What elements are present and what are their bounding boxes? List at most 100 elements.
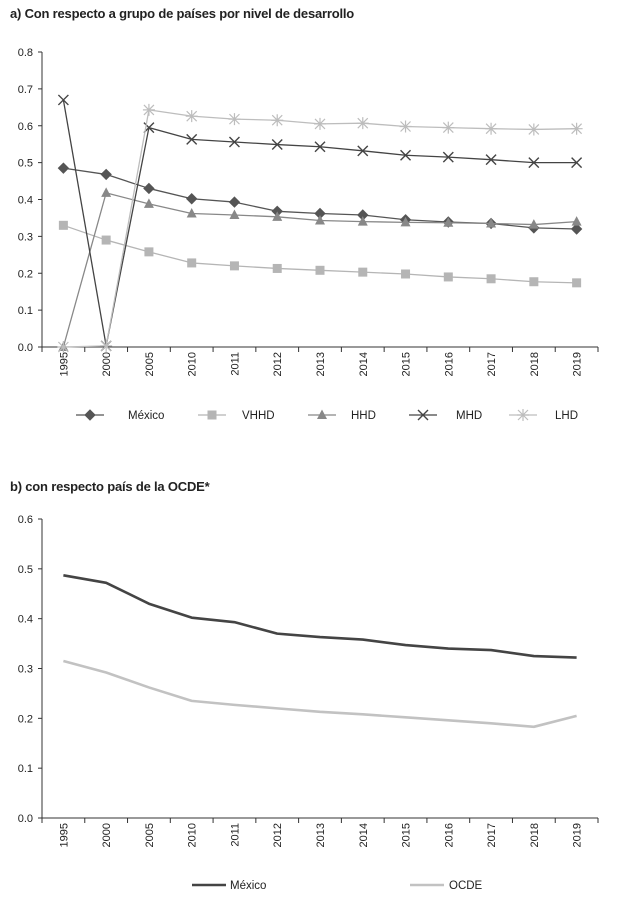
x-tick-label: 2017 xyxy=(486,352,498,376)
data-point xyxy=(399,120,412,133)
data-point xyxy=(527,123,540,136)
chart-a-title: a) Con respecto a grupo de países por ni… xyxy=(10,6,355,21)
x-tick-label: 2013 xyxy=(315,823,327,847)
legend-label: MHD xyxy=(456,410,482,422)
x-tick-label: 2017 xyxy=(486,823,498,847)
data-point xyxy=(528,157,540,169)
x-tick-label: 2016 xyxy=(443,352,455,376)
series-méxico xyxy=(63,574,577,659)
y-tick-label: 0.8 xyxy=(18,47,33,59)
x-tick-label: 2012 xyxy=(272,823,284,847)
series-ocde xyxy=(63,659,577,729)
data-point xyxy=(100,168,112,181)
y-tick-label: 0.4 xyxy=(18,195,33,207)
x-tick-label: 1995 xyxy=(58,352,70,376)
data-point xyxy=(442,151,454,163)
series-vhhd xyxy=(58,220,582,288)
data-point xyxy=(315,265,325,275)
legend-marker xyxy=(317,409,327,419)
x-tick-label: 2014 xyxy=(358,352,370,376)
data-point xyxy=(486,217,497,228)
data-point xyxy=(185,193,198,205)
series-lhd xyxy=(57,103,583,353)
data-point xyxy=(100,339,113,352)
legend-label: LHD xyxy=(555,410,578,422)
x-tick-label: 2011 xyxy=(229,823,241,847)
data-point xyxy=(443,272,453,282)
data-point xyxy=(528,219,539,229)
data-point xyxy=(101,235,111,245)
data-point xyxy=(272,211,283,221)
data-point xyxy=(144,247,154,257)
data-point xyxy=(101,187,112,197)
chart-b-title: b) con respecto país de la OCDE* xyxy=(10,479,210,494)
legend-label: México xyxy=(128,410,164,422)
y-tick-label: 0.2 xyxy=(18,713,33,725)
legend: México OCDE xyxy=(192,880,483,892)
x-tick-label: 2014 xyxy=(358,823,370,847)
data-point xyxy=(400,149,412,161)
data-point xyxy=(485,154,497,166)
y-tick-label: 0.1 xyxy=(18,763,33,775)
data-point xyxy=(572,278,582,288)
data-point xyxy=(570,122,583,135)
data-point xyxy=(271,139,283,151)
data-point xyxy=(228,136,240,148)
series-line-lhd xyxy=(63,109,577,348)
data-point xyxy=(186,208,197,218)
series-line-ocde xyxy=(63,659,577,729)
y-tick-label: 0.3 xyxy=(18,664,33,676)
x-tick-label: 2019 xyxy=(572,823,584,847)
data-point xyxy=(185,110,198,123)
x-tick-label: 2013 xyxy=(315,352,327,376)
x-tick-label: 2015 xyxy=(401,352,413,376)
x-tick-label: 2018 xyxy=(529,352,541,376)
legend-label: VHHD xyxy=(242,410,275,422)
chart-a: 0.0 0.1 0.2 0.3 0.4 0.5 0.6 0.7 0.8 1995 2000 2005 2… xyxy=(18,47,599,422)
legend: México VHHD HHD MHD LHD xyxy=(76,409,578,422)
y-tick-label: 0.3 xyxy=(18,231,33,243)
x-tick-label: 2011 xyxy=(229,352,241,376)
y-tick-label: 0.6 xyxy=(18,121,33,133)
data-point xyxy=(356,117,369,130)
data-point xyxy=(186,133,198,145)
data-point xyxy=(570,223,583,235)
x-tick-label: 2015 xyxy=(401,823,413,847)
data-point xyxy=(57,341,70,353)
data-point xyxy=(57,162,70,174)
x-tick-label: 2000 xyxy=(101,352,113,376)
legend-marker xyxy=(517,409,529,421)
x-tick-label: 2019 xyxy=(572,352,584,376)
data-point xyxy=(271,114,284,127)
legend-label: México xyxy=(230,880,266,892)
data-point xyxy=(571,157,583,169)
data-point xyxy=(443,217,454,227)
x-tick-label: 2018 xyxy=(529,823,541,847)
data-point xyxy=(357,216,368,226)
y-tick-label: 0.0 xyxy=(18,813,33,825)
data-point xyxy=(187,258,197,268)
y-tick-label: 0.6 xyxy=(18,514,33,526)
y-tick-label: 0.5 xyxy=(18,158,33,170)
y-tick-label: 0.7 xyxy=(18,84,33,96)
data-point xyxy=(143,182,155,195)
data-point xyxy=(228,113,241,126)
legend-marker xyxy=(417,409,429,421)
y-tick-label: 0.2 xyxy=(18,268,33,280)
y-tick-label: 0.4 xyxy=(18,614,33,626)
data-point xyxy=(314,117,326,130)
data-point xyxy=(229,209,240,219)
x-tick-label: 2010 xyxy=(187,352,199,376)
data-point xyxy=(400,216,411,227)
y-tick-label: 0.0 xyxy=(18,342,33,354)
data-point xyxy=(357,145,369,157)
data-point xyxy=(57,94,69,106)
y-tick-label: 0.1 xyxy=(18,305,33,317)
legend-label: HHD xyxy=(351,410,376,422)
chart-b: 0.0 0.1 0.2 0.3 0.4 0.5 0.6 1995 2000 2005 2010 201… xyxy=(18,514,599,892)
data-point xyxy=(272,263,282,273)
legend-label: OCDE xyxy=(449,880,483,892)
x-tick-label: 2005 xyxy=(144,823,156,847)
data-point xyxy=(315,215,325,225)
